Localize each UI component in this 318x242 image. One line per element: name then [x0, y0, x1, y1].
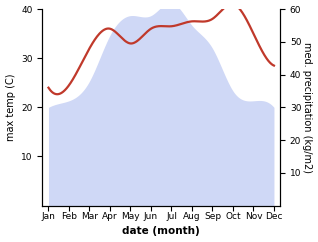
Y-axis label: med. precipitation (kg/m2): med. precipitation (kg/m2) [302, 42, 313, 173]
X-axis label: date (month): date (month) [122, 227, 200, 236]
Y-axis label: max temp (C): max temp (C) [5, 74, 16, 141]
